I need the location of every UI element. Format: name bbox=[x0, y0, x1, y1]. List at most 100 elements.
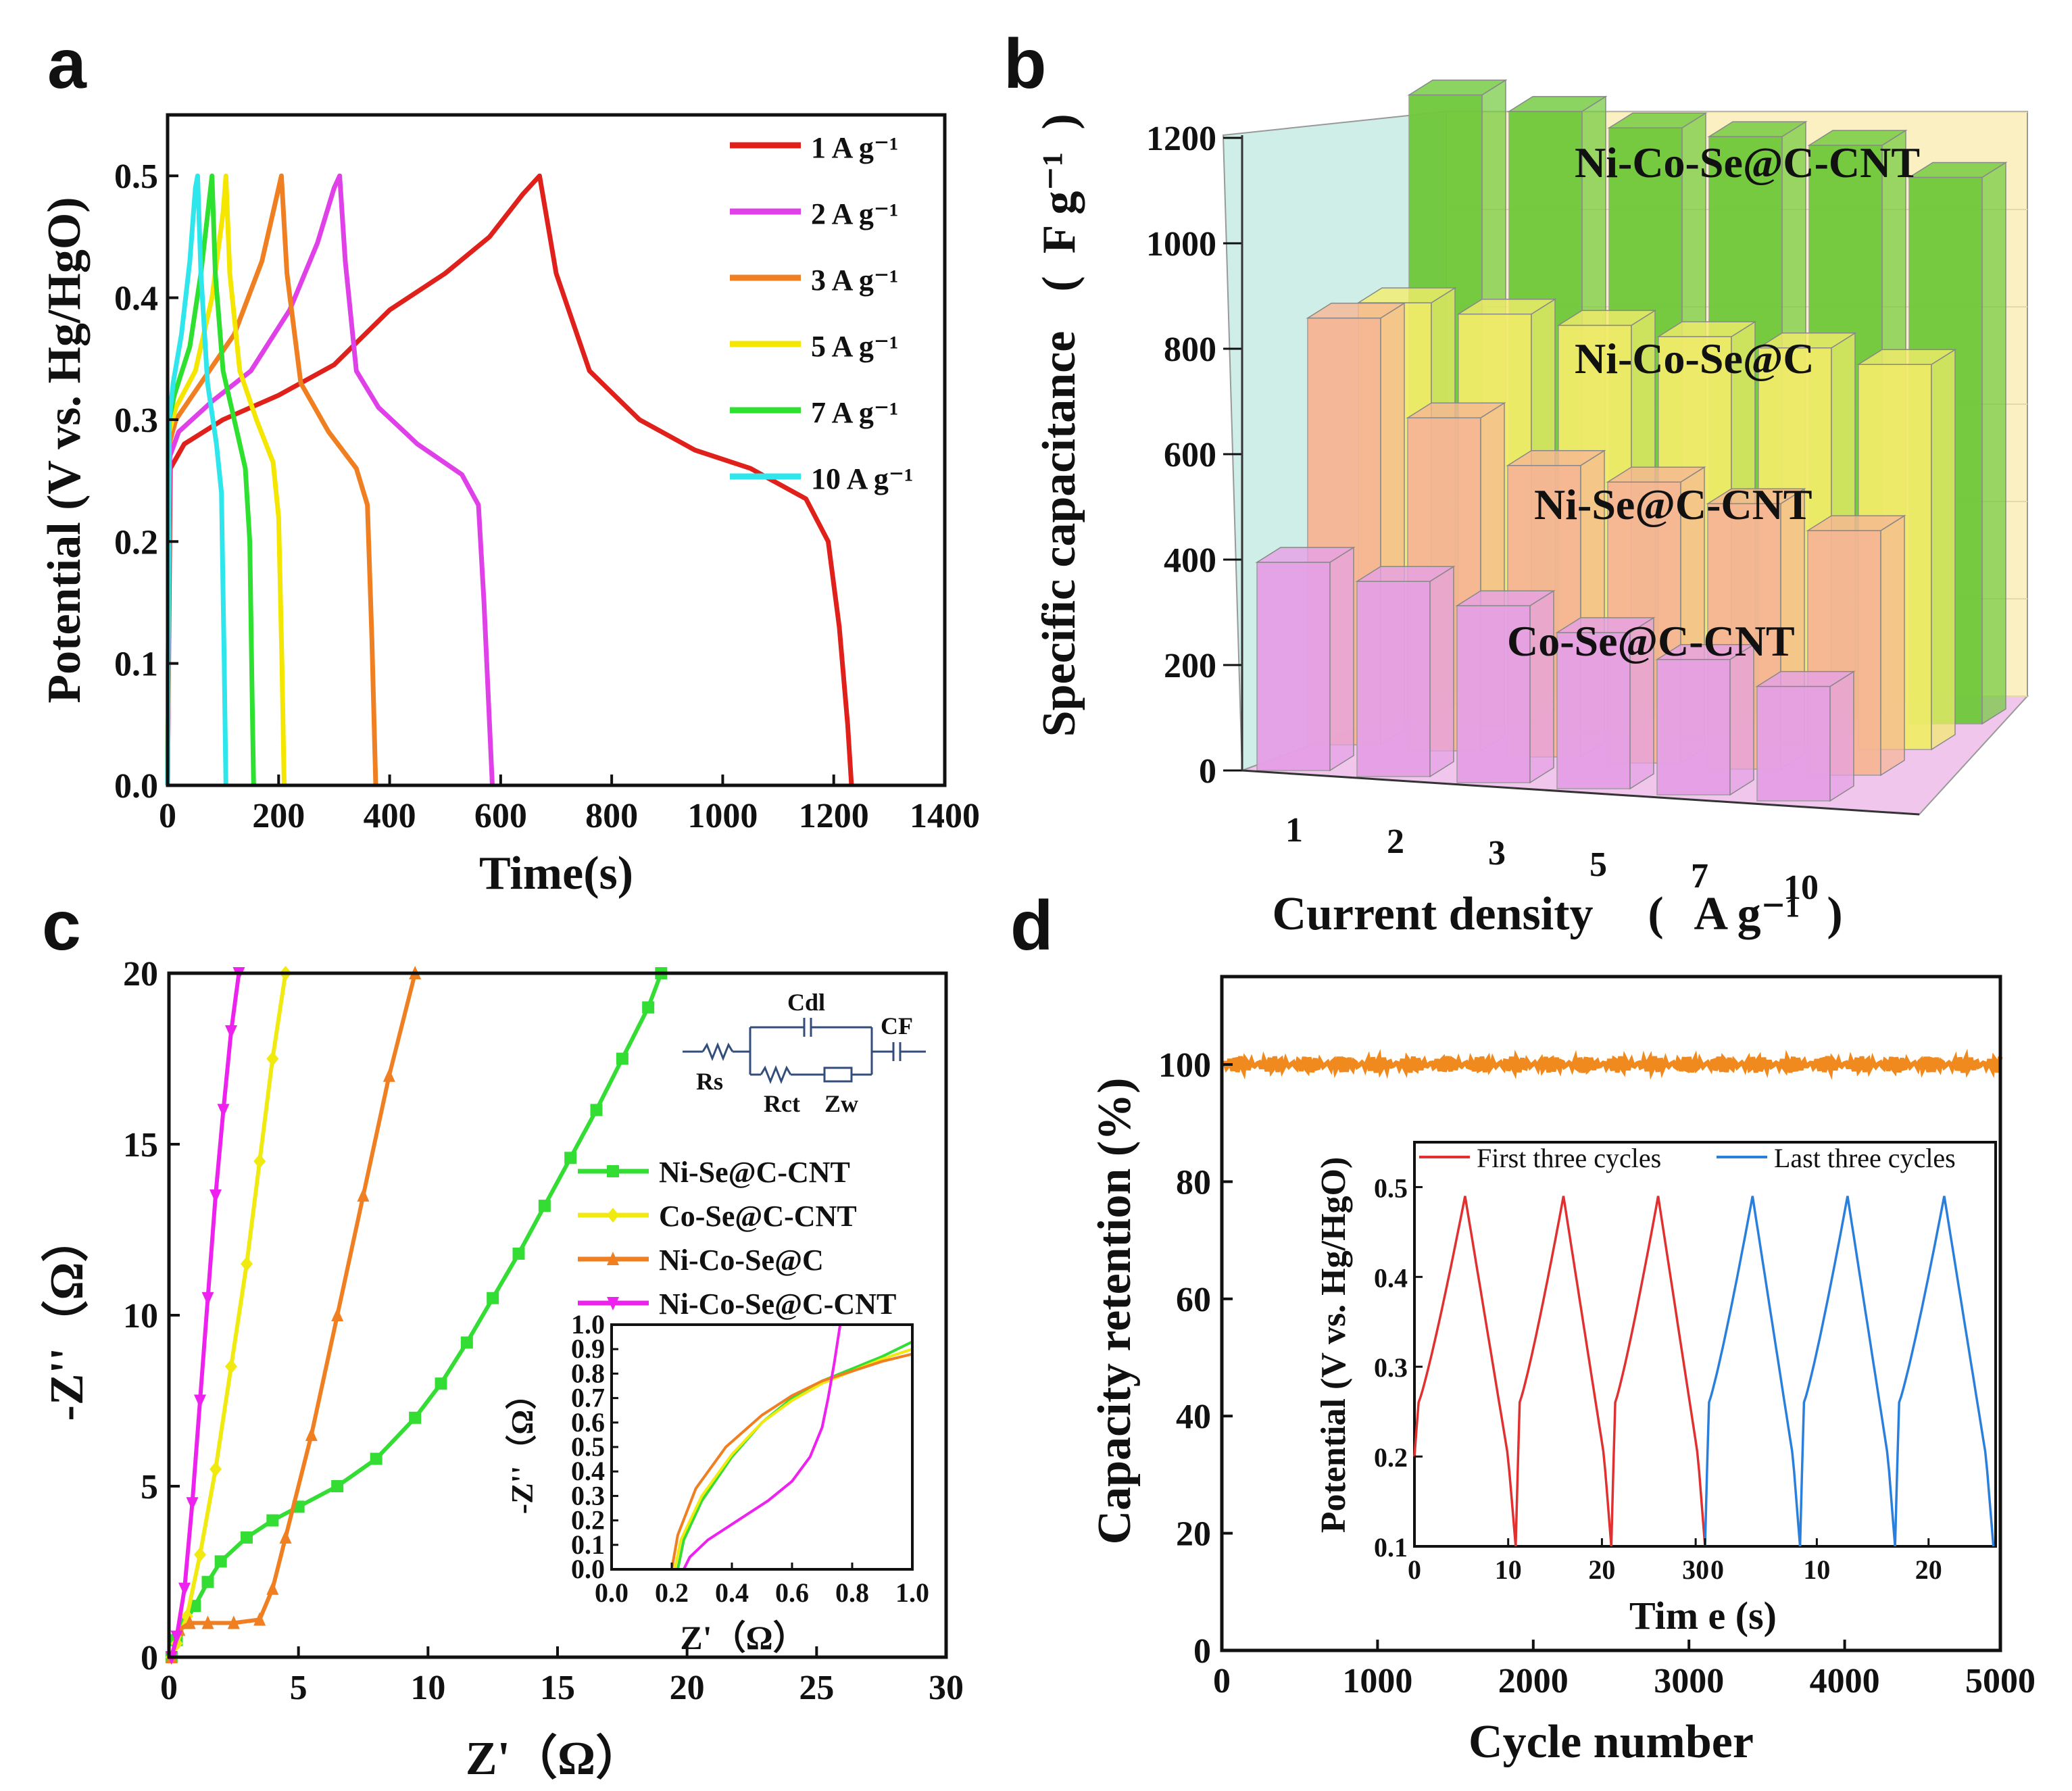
chart-c-ylabel: -Z''（Ω） bbox=[41, 1215, 93, 1421]
chart-c-data-point bbox=[305, 1427, 318, 1442]
chart-c-data-point bbox=[564, 1152, 577, 1164]
chart-c-inset-xtick-label: 0.6 bbox=[775, 1577, 809, 1608]
chart-d-inset-ylabel: Potential (V vs. Hg/HgO) bbox=[1314, 1157, 1353, 1534]
chart-c-xtick-label: 30 bbox=[929, 1669, 964, 1707]
chart-d-inset-ytick-label: 0.4 bbox=[1374, 1262, 1408, 1293]
chart-a-xtick-label: 800 bbox=[585, 797, 638, 835]
chart-b-xtick-label: 1 bbox=[1285, 811, 1303, 850]
chart-b-ytick-label: 600 bbox=[1164, 436, 1216, 474]
chart-c-data-point bbox=[266, 1051, 279, 1066]
chart-d-inset-plot bbox=[1413, 1196, 1995, 1547]
chart-c-inset-ytick-label: 0.2 bbox=[571, 1505, 605, 1536]
chart-c-series-line bbox=[169, 972, 664, 1658]
chart-c-data-point bbox=[170, 1630, 183, 1644]
chart-b-bar-top bbox=[1506, 450, 1606, 466]
chart-a: 0 200 400 600 800 1000 1200 1400 0.0 0.1 0.2 0.3 0.4… bbox=[39, 113, 980, 900]
chart-c-data-point bbox=[590, 1104, 603, 1117]
chart-a-ytick-label: 0.1 bbox=[114, 645, 158, 684]
panel-letter-d: d bbox=[1010, 887, 1054, 965]
chart-c-data-point bbox=[194, 1394, 206, 1408]
chart-a-series-line bbox=[165, 173, 854, 786]
chart-b-bar-side bbox=[1931, 348, 1956, 751]
chart-b-bar-top bbox=[1255, 547, 1356, 563]
chart-b-xlabel: Current density ( A g⁻¹ ) bbox=[1272, 888, 1842, 940]
chart-d-inset-series-line bbox=[1610, 1196, 1706, 1547]
chart-a-series-line bbox=[165, 173, 287, 786]
chart-a-legend-label: 1 A g⁻¹ bbox=[811, 131, 898, 164]
chart-c-data-point bbox=[183, 1615, 196, 1629]
chart-c-data-point bbox=[194, 1547, 206, 1563]
rs-resistor-symbol bbox=[701, 1041, 734, 1062]
chart-c-ytick-label: 5 bbox=[141, 1468, 158, 1506]
chart-d-xtick-label: 1000 bbox=[1342, 1662, 1412, 1700]
chart-c-inset-xtick-label: 0.8 bbox=[835, 1577, 869, 1608]
chart-b-ylabel-paren-open: ( bbox=[1033, 276, 1085, 291]
rct-resistor-symbol bbox=[760, 1064, 792, 1085]
chart-d-inset-legend: First three cycles Last three cycles bbox=[1419, 1143, 1956, 1173]
chart-a-legend-label: 10 A g⁻¹ bbox=[811, 462, 913, 495]
chart-c-data-point bbox=[178, 1582, 191, 1596]
chart-d-inset-ytick-label: 0.5 bbox=[1374, 1173, 1408, 1203]
chart-a-legend-label: 3 A g⁻¹ bbox=[811, 264, 898, 297]
chart-b-bar-top bbox=[1556, 310, 1657, 326]
chart-c-xtick-label: 0 bbox=[160, 1669, 178, 1707]
chart-d-inset-ytick-label: 0.1 bbox=[1374, 1532, 1408, 1563]
chart-b-bar-top bbox=[1806, 515, 1906, 531]
chart-d-ytick-label: 40 bbox=[1176, 1398, 1211, 1436]
chart-b-bar-top bbox=[1406, 402, 1506, 418]
chart-b-series-label: Ni-Se@C-CNT bbox=[1534, 481, 1812, 529]
chart-c-data-point bbox=[225, 1358, 237, 1374]
chart-c-xlabel: Z'（Ω） bbox=[466, 1732, 643, 1785]
chart-b-bar bbox=[1756, 685, 1831, 802]
chart-b-bar-top bbox=[1607, 112, 1708, 129]
chart-b-bar bbox=[1256, 562, 1331, 771]
chart-b-bar-top bbox=[1707, 121, 1808, 137]
chart-a-frame bbox=[166, 113, 947, 787]
chart-c-data-point bbox=[266, 1581, 279, 1595]
chart-c-data-point bbox=[201, 1292, 214, 1306]
chart-c-inset-ytick-label: 0.1 bbox=[571, 1529, 605, 1560]
chart-c-data-point bbox=[435, 1377, 447, 1390]
chart-c-legend-marker bbox=[607, 1297, 619, 1310]
chart-d-inset: 0.10.20.30.40.50 10 20 30 0 10 20 First three … bbox=[1314, 1141, 1997, 1638]
chart-c-data-point bbox=[370, 1452, 383, 1465]
chart-a-ylabel: Potential (V vs. Hg/HgO) bbox=[39, 197, 91, 703]
chart-a-ytick-label: 0.5 bbox=[114, 157, 158, 196]
chart-d-ytick-label: 20 bbox=[1176, 1515, 1211, 1554]
chart-c-data-point bbox=[227, 1615, 240, 1629]
chart-b-bar-top bbox=[1907, 162, 2008, 178]
chart-d-inset-ytick-label: 0.2 bbox=[1374, 1442, 1408, 1473]
chart-c-data-point bbox=[225, 1025, 237, 1039]
chart-c-legend-marker bbox=[607, 1208, 619, 1223]
chart-b-ytick-label: 400 bbox=[1164, 541, 1216, 580]
chart-d-inset-ticks: 0.10.20.30.40.50 10 20 30 0 10 20 bbox=[1374, 1173, 1942, 1585]
chart-c-data-point bbox=[217, 1104, 230, 1118]
chart-c-inset-ytick-label: 0.9 bbox=[571, 1333, 605, 1364]
chart-c-ytick-label: 0 bbox=[141, 1639, 158, 1677]
chart-b-ticks: 0 200 400 600 800 1000 1200 1 2 3 5 7 10 bbox=[1146, 120, 1920, 907]
chart-d-ylabel: Capacity retention (%) bbox=[1089, 1078, 1141, 1545]
zw-element-symbol bbox=[823, 1066, 853, 1083]
chart-a-series-line bbox=[165, 173, 495, 786]
chart-c-data-point bbox=[512, 1247, 525, 1260]
panel-letter-a: a bbox=[47, 25, 87, 103]
chart-b-bar-top bbox=[1606, 466, 1706, 483]
chart-c-inset-plot bbox=[670, 1324, 913, 1570]
chart-d-inset-xtick-label: 20 bbox=[1915, 1554, 1942, 1585]
chart-c-data-point bbox=[460, 1336, 473, 1349]
chart-c-data-point bbox=[642, 1001, 655, 1014]
chart-d-inset-series-line bbox=[1413, 1196, 1517, 1547]
chart-b-ylabel-text: Specific capacitance bbox=[1033, 331, 1085, 737]
chart-d-inset-series-line bbox=[1704, 1196, 1802, 1547]
chart-a-xtick-label: 0 bbox=[159, 797, 176, 835]
chart-c-inset: 0.0 0.2 0.4 0.6 0.8 1.00.00.10.20.30.40.50.60… bbox=[505, 1309, 929, 1657]
chart-b-bars bbox=[1255, 79, 2008, 802]
chart-d-inset-series-line bbox=[1514, 1196, 1613, 1547]
chart-c-legend-label: Co-Se@C-CNT bbox=[659, 1200, 857, 1233]
chart-d-inset-xtick-label: 20 bbox=[1588, 1554, 1615, 1585]
chart-c-data-point bbox=[266, 1514, 279, 1527]
chart-a-ticks: 0 200 400 600 800 1000 1200 1400 0.0 0.1 0.2 0.3 0.4… bbox=[114, 157, 980, 835]
chart-c-inset-xtick-label: 0.0 bbox=[595, 1577, 628, 1608]
chart-a-legend-label: 7 A g⁻¹ bbox=[811, 396, 898, 429]
